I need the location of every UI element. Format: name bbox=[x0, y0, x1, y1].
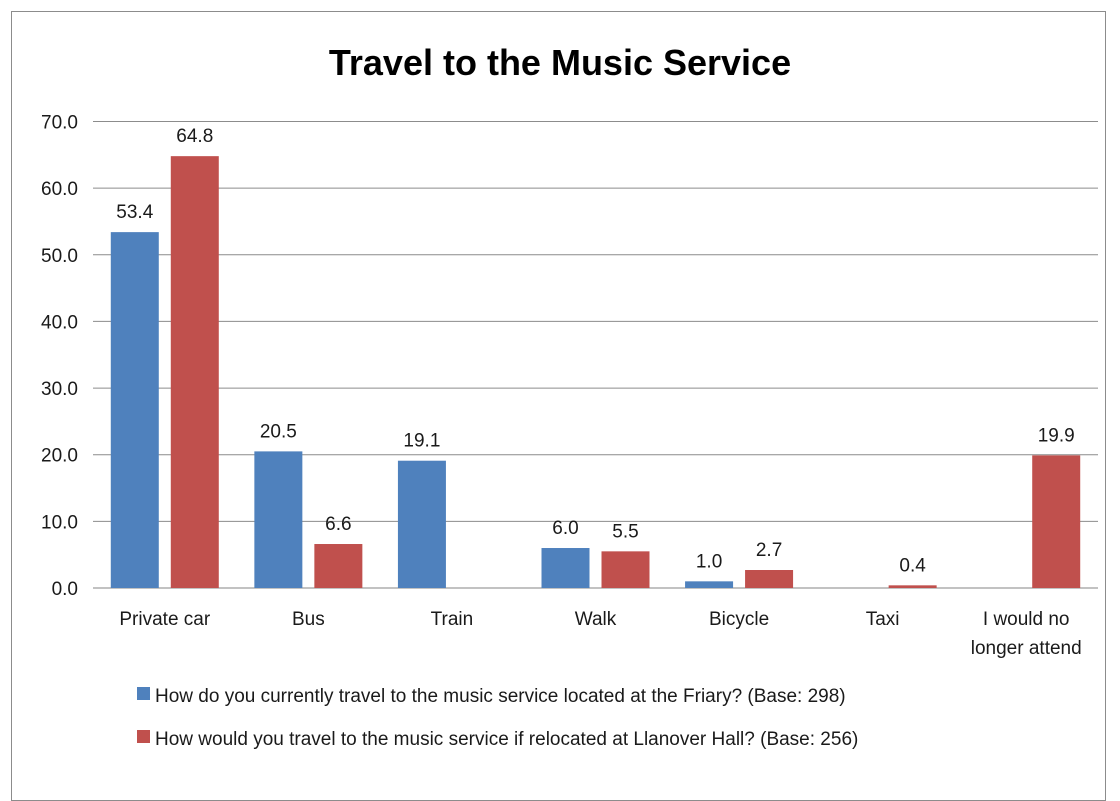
category-label: Train bbox=[431, 609, 474, 630]
y-axis: 0.0 10.0 20.0 30.0 40.0 50.0 60.0 70.0 bbox=[41, 113, 78, 601]
bar-series-2 bbox=[1032, 455, 1080, 588]
data-label: 0.4 bbox=[899, 555, 926, 576]
legend-label: How would you travel to the music servic… bbox=[155, 729, 858, 750]
category-label: Private car bbox=[119, 609, 210, 630]
category-label: Bicycle bbox=[709, 609, 769, 630]
y-tick-label: 30.0 bbox=[41, 379, 78, 400]
category-label: Bus bbox=[292, 609, 325, 630]
legend-swatch bbox=[137, 730, 150, 743]
bar-series-2 bbox=[171, 156, 219, 588]
bar-series-1 bbox=[685, 581, 733, 588]
data-label: 64.8 bbox=[176, 126, 213, 147]
data-label: 53.4 bbox=[116, 202, 153, 223]
legend-swatch bbox=[137, 687, 150, 700]
bar-series-2 bbox=[745, 570, 793, 588]
data-label: 1.0 bbox=[696, 551, 722, 572]
data-label: 20.5 bbox=[260, 421, 297, 442]
y-tick-label: 0.0 bbox=[52, 579, 78, 600]
bar-series-1 bbox=[254, 451, 302, 588]
bar-series-1 bbox=[111, 232, 159, 588]
chart-title: Travel to the Music Service bbox=[329, 42, 791, 83]
data-label: 6.6 bbox=[325, 514, 351, 535]
data-label: 19.9 bbox=[1038, 425, 1075, 446]
bar-series-1 bbox=[542, 548, 590, 588]
y-tick-label: 20.0 bbox=[41, 446, 78, 467]
bar-series-2 bbox=[889, 585, 937, 588]
y-tick-label: 50.0 bbox=[41, 246, 78, 267]
bars bbox=[111, 156, 1080, 588]
category-label: I would no longer attend bbox=[971, 609, 1082, 659]
bar-series-1 bbox=[398, 461, 446, 588]
data-label: 5.5 bbox=[612, 521, 638, 542]
bar-series-2 bbox=[314, 544, 362, 588]
data-label: 2.7 bbox=[756, 540, 782, 561]
y-tick-label: 40.0 bbox=[41, 312, 78, 333]
data-label: 6.0 bbox=[552, 518, 578, 539]
category-label: Walk bbox=[575, 609, 617, 630]
grid-layer bbox=[93, 122, 1098, 589]
legend-label: How do you currently travel to the music… bbox=[155, 686, 846, 707]
x-axis: Private car Bus Train Walk Bicycle Taxi I woul… bbox=[119, 609, 1081, 659]
legend: How do you currently travel to the music… bbox=[137, 686, 858, 750]
chart-svg: Travel to the Music Service 0.0 10.0 20.0 3… bbox=[0, 0, 1120, 777]
bar-series-2 bbox=[602, 551, 650, 588]
data-label: 19.1 bbox=[403, 431, 440, 452]
y-tick-label: 10.0 bbox=[41, 512, 78, 533]
category-label: Taxi bbox=[866, 609, 900, 630]
y-tick-label: 70.0 bbox=[41, 113, 78, 134]
y-tick-label: 60.0 bbox=[41, 179, 78, 200]
